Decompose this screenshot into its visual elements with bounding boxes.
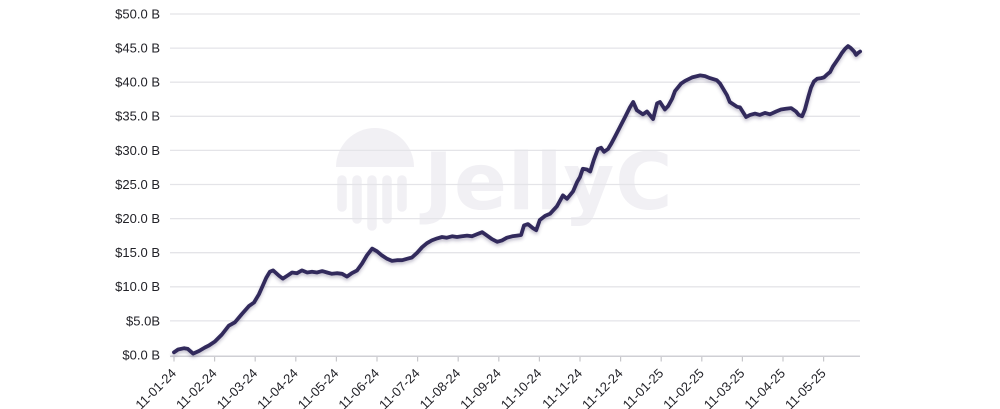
- y-axis-label: $10.0 B: [115, 279, 160, 294]
- x-axis-label: 11-03-24: [214, 366, 261, 409]
- x-axis-label: 11-12-24: [579, 366, 626, 409]
- x-axis-label: 11-03-25: [701, 366, 748, 409]
- x-axis-label: 11-01-24: [132, 366, 179, 409]
- x-axis-label: 11-09-24: [457, 366, 504, 409]
- watermark-text: JellyC: [419, 138, 673, 228]
- x-axis-label: 11-10-24: [498, 366, 545, 409]
- x-axis: [170, 355, 860, 362]
- y-axis-label: $30.0 B: [115, 143, 160, 158]
- x-axis-label: 11-04-25: [741, 366, 788, 409]
- x-axis-labels: 11-01-2411-02-2411-03-2411-04-2411-05-24…: [132, 366, 828, 409]
- data-line: [172, 44, 862, 356]
- jellyfish-dome: [336, 128, 414, 167]
- x-axis-label: 11-08-24: [417, 366, 464, 409]
- gridlines: [170, 13, 860, 322]
- y-axis-label: $0.0 B: [122, 347, 160, 362]
- y-axis-label: $35.0 B: [115, 109, 160, 124]
- x-axis-label: 11-06-24: [335, 366, 382, 409]
- x-axis-label: 11-11-24: [539, 366, 585, 409]
- y-axis-label: $25.0 B: [115, 177, 160, 192]
- x-axis-label: 11-05-25: [782, 366, 829, 409]
- y-axis-label: $5.0B: [126, 313, 160, 328]
- x-axis-label: 11-07-24: [376, 366, 423, 409]
- y-axis-label: $40.0 B: [115, 75, 160, 90]
- x-axis-label: 11-02-24: [173, 366, 220, 409]
- y-axis-label: $50.0 B: [115, 6, 160, 21]
- y-axis-labels: $0.0 B $5.0B $10.0 B $15.0 B $20.0 B $25.0 B $…: [115, 6, 160, 362]
- x-axis-label: 11-04-24: [254, 366, 301, 409]
- jellyfish-icon: [336, 128, 414, 231]
- x-axis-label: 11-01-25: [620, 366, 667, 409]
- x-axis-label: 11-05-24: [295, 366, 342, 409]
- y-axis-label: $20.0 B: [115, 211, 160, 226]
- x-axis-label: 11-02-25: [660, 366, 707, 409]
- y-axis-label: $15.0 B: [115, 245, 160, 260]
- data-series: [172, 44, 862, 356]
- y-axis-label: $45.0 B: [115, 41, 160, 56]
